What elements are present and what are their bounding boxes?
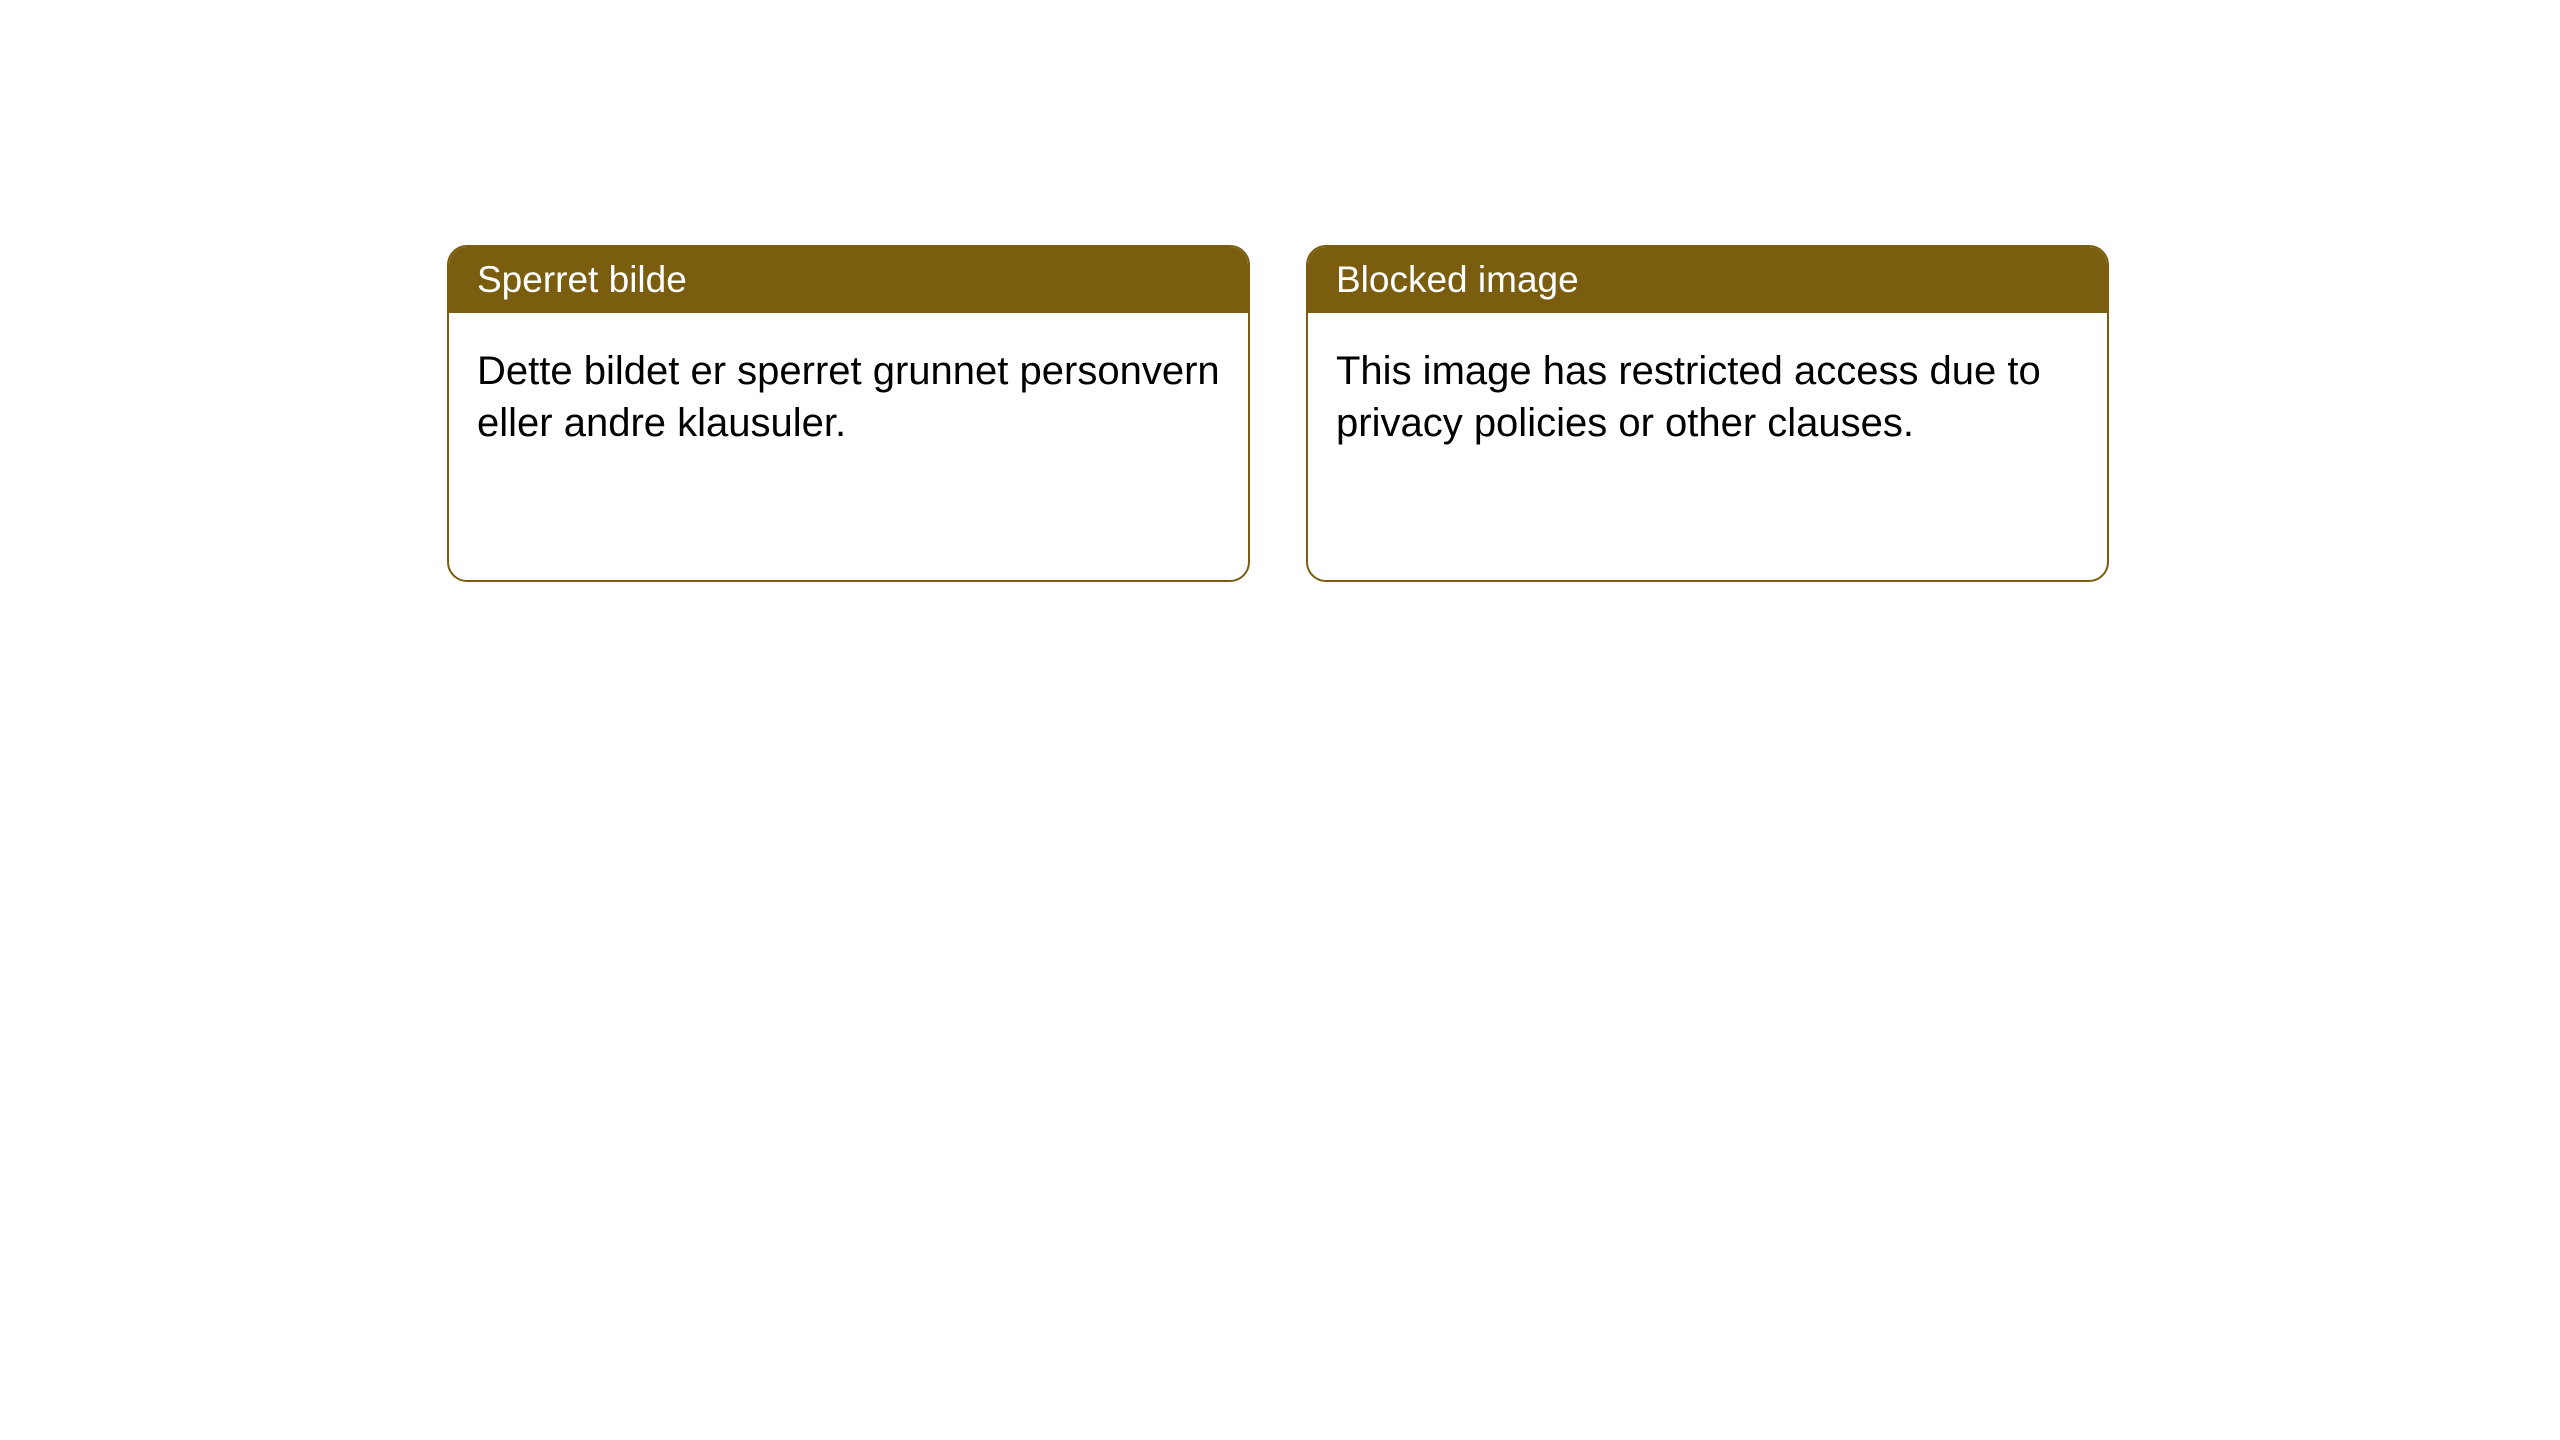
notice-header-en: Blocked image bbox=[1308, 247, 2107, 313]
notice-body-en: This image has restricted access due to … bbox=[1308, 313, 2107, 481]
notice-header-no: Sperret bilde bbox=[449, 247, 1248, 313]
notice-body-no: Dette bildet er sperret grunnet personve… bbox=[449, 313, 1248, 481]
notice-card-no: Sperret bilde Dette bildet er sperret gr… bbox=[447, 245, 1250, 582]
notice-card-en: Blocked image This image has restricted … bbox=[1306, 245, 2109, 582]
notice-container: Sperret bilde Dette bildet er sperret gr… bbox=[447, 245, 2109, 582]
